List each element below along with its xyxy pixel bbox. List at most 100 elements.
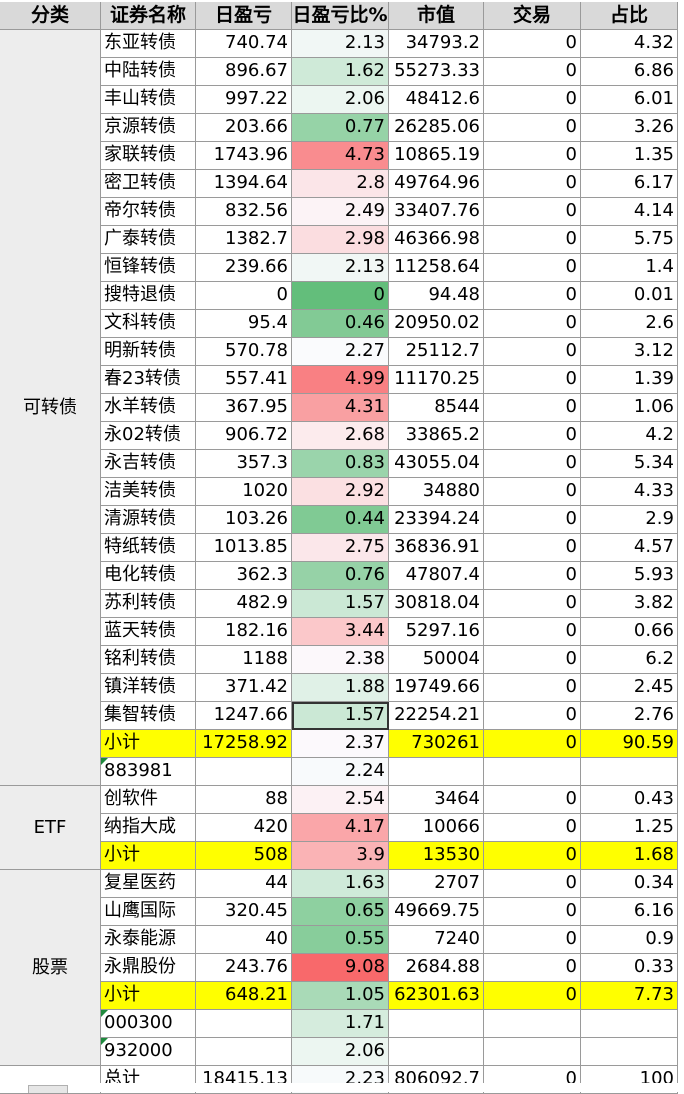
ratio-cell[interactable]: 1.57 xyxy=(292,590,389,618)
subtotal-mv-cell[interactable]: 62301.63 xyxy=(389,982,484,1010)
trade-cell[interactable]: 0 xyxy=(484,702,581,730)
pnl-cell[interactable]: 44 xyxy=(196,870,292,898)
name-cell[interactable]: 丰山转债 xyxy=(101,86,196,114)
share-cell[interactable]: 6.17 xyxy=(581,170,678,198)
pnl-cell[interactable]: 203.66 xyxy=(196,114,292,142)
name-cell[interactable]: 文科转债 xyxy=(101,310,196,338)
pnl-cell[interactable]: 362.3 xyxy=(196,562,292,590)
name-cell[interactable]: 家联转债 xyxy=(101,142,196,170)
pnl-cell[interactable]: 1382.7 xyxy=(196,226,292,254)
sheet-tab[interactable] xyxy=(28,1085,68,1093)
subtotal-pnl-cell[interactable]: 17258.92 xyxy=(196,730,292,758)
index-share-cell[interactable] xyxy=(581,1010,678,1038)
mv-cell[interactable]: 34793.2 xyxy=(389,30,484,58)
share-cell[interactable]: 6.2 xyxy=(581,646,678,674)
pnl-cell[interactable]: 832.56 xyxy=(196,198,292,226)
index-share-cell[interactable] xyxy=(581,758,678,786)
share-cell[interactable]: 4.57 xyxy=(581,534,678,562)
mv-cell[interactable]: 19749.66 xyxy=(389,674,484,702)
trade-cell[interactable]: 0 xyxy=(484,338,581,366)
mv-cell[interactable]: 23394.24 xyxy=(389,506,484,534)
pnl-cell[interactable]: 906.72 xyxy=(196,422,292,450)
subtotal-pnl-cell[interactable]: 508 xyxy=(196,842,292,870)
mv-cell[interactable]: 5297.16 xyxy=(389,618,484,646)
index-trade-cell[interactable] xyxy=(484,758,581,786)
subtotal-name-cell[interactable]: 小计 xyxy=(101,730,196,758)
share-cell[interactable]: 0.01 xyxy=(581,282,678,310)
pnl-cell[interactable]: 1020 xyxy=(196,478,292,506)
index-trade-cell[interactable] xyxy=(484,1010,581,1038)
share-cell[interactable]: 5.75 xyxy=(581,226,678,254)
ratio-cell[interactable]: 0.55 xyxy=(292,926,389,954)
mv-cell[interactable]: 55273.33 xyxy=(389,58,484,86)
trade-cell[interactable]: 0 xyxy=(484,366,581,394)
pnl-cell[interactable]: 103.26 xyxy=(196,506,292,534)
pnl-cell[interactable]: 95.4 xyxy=(196,310,292,338)
pnl-cell[interactable]: 0 xyxy=(196,282,292,310)
pnl-cell[interactable]: 557.41 xyxy=(196,366,292,394)
mv-cell[interactable]: 8544 xyxy=(389,394,484,422)
mv-cell[interactable]: 7240 xyxy=(389,926,484,954)
subtotal-ratio-cell[interactable]: 3.9 xyxy=(292,842,389,870)
pnl-cell[interactable]: 371.42 xyxy=(196,674,292,702)
mv-cell[interactable]: 26285.06 xyxy=(389,114,484,142)
name-cell[interactable]: 永02转债 xyxy=(101,422,196,450)
pnl-cell[interactable]: 420 xyxy=(196,814,292,842)
column-header-trade[interactable]: 交易 xyxy=(484,2,581,30)
ratio-cell[interactable]: 2.68 xyxy=(292,422,389,450)
ratio-cell[interactable]: 0.65 xyxy=(292,898,389,926)
ratio-cell[interactable]: 2.92 xyxy=(292,478,389,506)
subtotal-pnl-cell[interactable]: 648.21 xyxy=(196,982,292,1010)
mv-cell[interactable]: 20950.02 xyxy=(389,310,484,338)
name-cell[interactable]: 苏利转债 xyxy=(101,590,196,618)
index-ratio-cell[interactable]: 2.06 xyxy=(292,1038,389,1066)
mv-cell[interactable]: 46366.98 xyxy=(389,226,484,254)
trade-cell[interactable]: 0 xyxy=(484,254,581,282)
share-cell[interactable]: 5.93 xyxy=(581,562,678,590)
subtotal-trade-cell[interactable]: 0 xyxy=(484,842,581,870)
index-mv-cell[interactable] xyxy=(389,1010,484,1038)
column-header-category[interactable]: 分类 xyxy=(0,2,101,30)
pnl-cell[interactable]: 896.67 xyxy=(196,58,292,86)
ratio-cell[interactable]: 0.76 xyxy=(292,562,389,590)
mv-cell[interactable]: 30818.04 xyxy=(389,590,484,618)
index-name-cell[interactable]: 883981 xyxy=(101,758,196,786)
category-cell[interactable]: ETF xyxy=(0,786,101,870)
trade-cell[interactable]: 0 xyxy=(484,898,581,926)
name-cell[interactable]: 春23转债 xyxy=(101,366,196,394)
mv-cell[interactable]: 34880 xyxy=(389,478,484,506)
index-share-cell[interactable] xyxy=(581,1038,678,1066)
share-cell[interactable]: 0.43 xyxy=(581,786,678,814)
trade-cell[interactable]: 0 xyxy=(484,142,581,170)
trade-cell[interactable]: 0 xyxy=(484,786,581,814)
trade-cell[interactable]: 0 xyxy=(484,534,581,562)
ratio-cell[interactable]: 3.44 xyxy=(292,618,389,646)
pnl-cell[interactable]: 320.45 xyxy=(196,898,292,926)
name-cell[interactable]: 创软件 xyxy=(101,786,196,814)
share-cell[interactable]: 6.01 xyxy=(581,86,678,114)
trade-cell[interactable]: 0 xyxy=(484,590,581,618)
ratio-cell[interactable]: 2.49 xyxy=(292,198,389,226)
share-cell[interactable]: 0.9 xyxy=(581,926,678,954)
pnl-cell[interactable]: 243.76 xyxy=(196,954,292,982)
name-cell[interactable]: 山鹰国际 xyxy=(101,898,196,926)
ratio-cell[interactable]: 1.57 xyxy=(292,702,389,730)
pnl-cell[interactable]: 88 xyxy=(196,786,292,814)
column-header-share[interactable]: 占比 xyxy=(581,2,678,30)
name-cell[interactable]: 京源转债 xyxy=(101,114,196,142)
ratio-cell[interactable]: 2.13 xyxy=(292,254,389,282)
trade-cell[interactable]: 0 xyxy=(484,646,581,674)
pnl-cell[interactable]: 1743.96 xyxy=(196,142,292,170)
share-cell[interactable]: 2.6 xyxy=(581,310,678,338)
trade-cell[interactable]: 0 xyxy=(484,282,581,310)
trade-cell[interactable]: 0 xyxy=(484,310,581,338)
mv-cell[interactable]: 36836.91 xyxy=(389,534,484,562)
name-cell[interactable]: 镇洋转债 xyxy=(101,674,196,702)
share-cell[interactable]: 3.26 xyxy=(581,114,678,142)
share-cell[interactable]: 2.9 xyxy=(581,506,678,534)
category-cell[interactable]: 股票 xyxy=(0,870,101,1066)
pnl-cell[interactable]: 570.78 xyxy=(196,338,292,366)
subtotal-ratio-cell[interactable]: 1.05 xyxy=(292,982,389,1010)
share-cell[interactable]: 0.34 xyxy=(581,870,678,898)
